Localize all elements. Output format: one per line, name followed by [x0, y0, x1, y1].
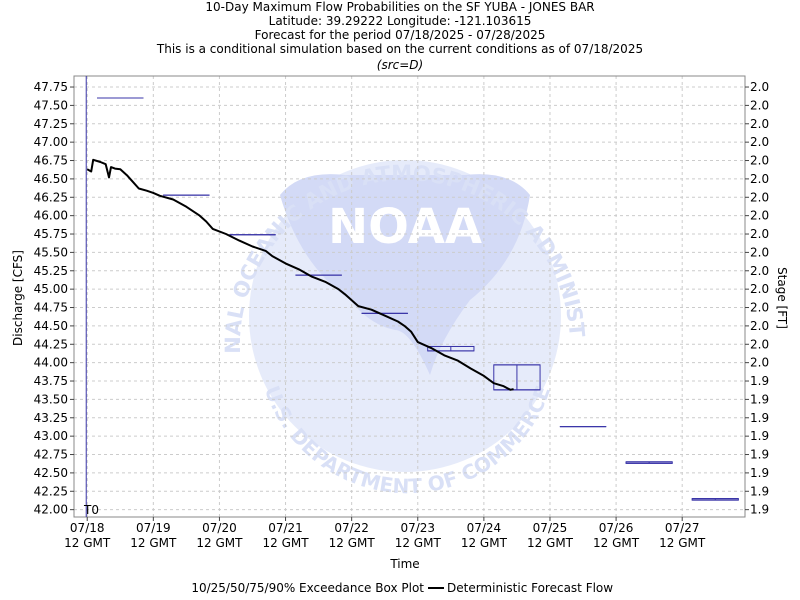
y-tick-label: 42.00 — [34, 503, 68, 517]
y2-tick-label: 1.9 — [750, 484, 769, 498]
y2-tick-label: 2.0 — [750, 227, 769, 241]
y2-axis-label: Stage [FT] — [775, 267, 789, 329]
y-tick-label: 44.50 — [34, 319, 68, 333]
y2-tick-label: 2.0 — [750, 319, 769, 333]
x-tick-date-label: 07/22 — [334, 521, 369, 535]
chart-title-line-4: This is a conditional simulation based o… — [156, 42, 643, 56]
plot-frame — [73, 75, 746, 518]
y2-tick-label: 2.0 — [750, 190, 769, 204]
y-tick-label: 46.75 — [34, 154, 68, 168]
x-tick-time-label: 12 GMT — [461, 536, 508, 550]
y-tick-label: 44.25 — [34, 337, 68, 351]
chart-title-line-2: Latitude: 39.29222 Longitude: -121.10361… — [269, 14, 532, 28]
noaa-watermark: NOAA NATIONAL OCEANIC AND ATMOSPHERIC AD… — [0, 0, 589, 498]
x-tick-time-label: 12 GMT — [329, 536, 376, 550]
chart-subtitle: (src=D) — [377, 58, 423, 72]
y2-tick-label: 1.9 — [750, 392, 769, 406]
y2-tick-label: 2.0 — [750, 356, 769, 370]
chart-title-line-3: Forecast for the period 07/18/2025 - 07/… — [255, 28, 546, 42]
y-tick-label: 43.25 — [34, 411, 68, 425]
y2-tick-label: 2.0 — [750, 337, 769, 351]
grid-lines — [74, 76, 745, 517]
exceedance-box — [691, 498, 739, 501]
x-tick-date-label: 07/27 — [665, 521, 700, 535]
y-tick-label: 43.00 — [34, 429, 68, 443]
axes: 42.00 1.9 42.25 1.9 42.50 1.9 42.75 1.9 43.00 1.9… — [34, 75, 769, 550]
y2-tick-label: 2.0 — [750, 117, 769, 131]
x-tick-time-label: 12 GMT — [527, 536, 574, 550]
y-tick-label: 44.75 — [34, 301, 68, 315]
x-tick-time-label: 12 GMT — [395, 536, 442, 550]
x-tick-time-label: 12 GMT — [196, 536, 243, 550]
y2-tick-label: 1.9 — [750, 374, 769, 388]
chart-titles: 10-Day Maximum Flow Probabilities on the… — [156, 0, 643, 72]
exceedance-boxes — [97, 97, 739, 501]
y-tick-label: 42.50 — [34, 466, 68, 480]
x-tick-date-label: 07/18 — [70, 521, 105, 535]
y-tick-label: 43.50 — [34, 392, 68, 406]
y2-tick-label: 2.0 — [750, 154, 769, 168]
x-tick-date-label: 07/25 — [533, 521, 568, 535]
y-tick-label: 45.25 — [34, 264, 68, 278]
y2-tick-label: 2.0 — [750, 301, 769, 315]
y-tick-label: 46.00 — [34, 209, 68, 223]
y-axis-label: Discharge [CFS] — [11, 250, 25, 346]
y-tick-label: 47.50 — [34, 98, 68, 112]
y-tick-label: 42.25 — [34, 484, 68, 498]
y-tick-label: 45.50 — [34, 245, 68, 259]
t0-label: T0 — [83, 503, 99, 517]
x-tick-date-label: 07/23 — [400, 521, 435, 535]
legend-box-label: 10/25/50/75/90% Exceedance Box Plot — [191, 581, 424, 595]
y2-tick-label: 2.0 — [750, 80, 769, 94]
legend-line-label: Deterministic Forecast Flow — [447, 581, 613, 595]
x-tick-date-label: 07/24 — [467, 521, 502, 535]
x-tick-time-label: 12 GMT — [659, 536, 706, 550]
y2-tick-label: 1.9 — [750, 411, 769, 425]
y2-tick-label: 2.0 — [750, 172, 769, 186]
y2-tick-label: 2.0 — [750, 264, 769, 278]
y2-tick-label: 1.9 — [750, 466, 769, 480]
y-tick-label: 47.25 — [34, 117, 68, 131]
y-tick-label: 42.75 — [34, 448, 68, 462]
deterministic-forecast-line — [86, 158, 514, 391]
x-tick-time-label: 12 GMT — [593, 536, 640, 550]
y2-tick-label: 2.0 — [750, 135, 769, 149]
x-tick-date-label: 07/26 — [599, 521, 634, 535]
y2-tick-label: 2.0 — [750, 245, 769, 259]
exceedance-box — [493, 364, 541, 391]
exceedance-box — [625, 461, 673, 464]
watermark-noaa-center: NOAA — [328, 199, 482, 255]
legend: 10/25/50/75/90% Exceedance Box Plot Dete… — [191, 581, 613, 595]
y-tick-label: 45.00 — [34, 282, 68, 296]
y-tick-label: 46.25 — [34, 190, 68, 204]
x-tick-time-label: 12 GMT — [64, 536, 111, 550]
x-tick-date-label: 07/19 — [136, 521, 171, 535]
y2-tick-label: 1.9 — [750, 429, 769, 443]
y-tick-label: 45.75 — [34, 227, 68, 241]
y2-tick-label: 1.9 — [750, 503, 769, 517]
deterministic-series — [86, 158, 514, 391]
x-tick-time-label: 12 GMT — [130, 536, 177, 550]
y-tick-label: 46.50 — [34, 172, 68, 186]
y-tick-label: 47.00 — [34, 135, 68, 149]
y-tick-label: 43.75 — [34, 374, 68, 388]
y2-tick-label: 2.0 — [750, 282, 769, 296]
y2-tick-label: 2.0 — [750, 98, 769, 112]
x-tick-date-label: 07/21 — [268, 521, 303, 535]
y2-tick-label: 1.9 — [750, 448, 769, 462]
y2-tick-label: 2.0 — [750, 209, 769, 223]
x-axis-label: Time — [389, 557, 419, 571]
y-tick-label: 44.00 — [34, 356, 68, 370]
x-tick-time-label: 12 GMT — [263, 536, 310, 550]
x-tick-date-label: 07/20 — [202, 521, 237, 535]
y-tick-label: 47.75 — [34, 80, 68, 94]
chart-title-line-1: 10-Day Maximum Flow Probabilities on the… — [205, 0, 594, 14]
watermark-bird-shape — [280, 174, 530, 375]
